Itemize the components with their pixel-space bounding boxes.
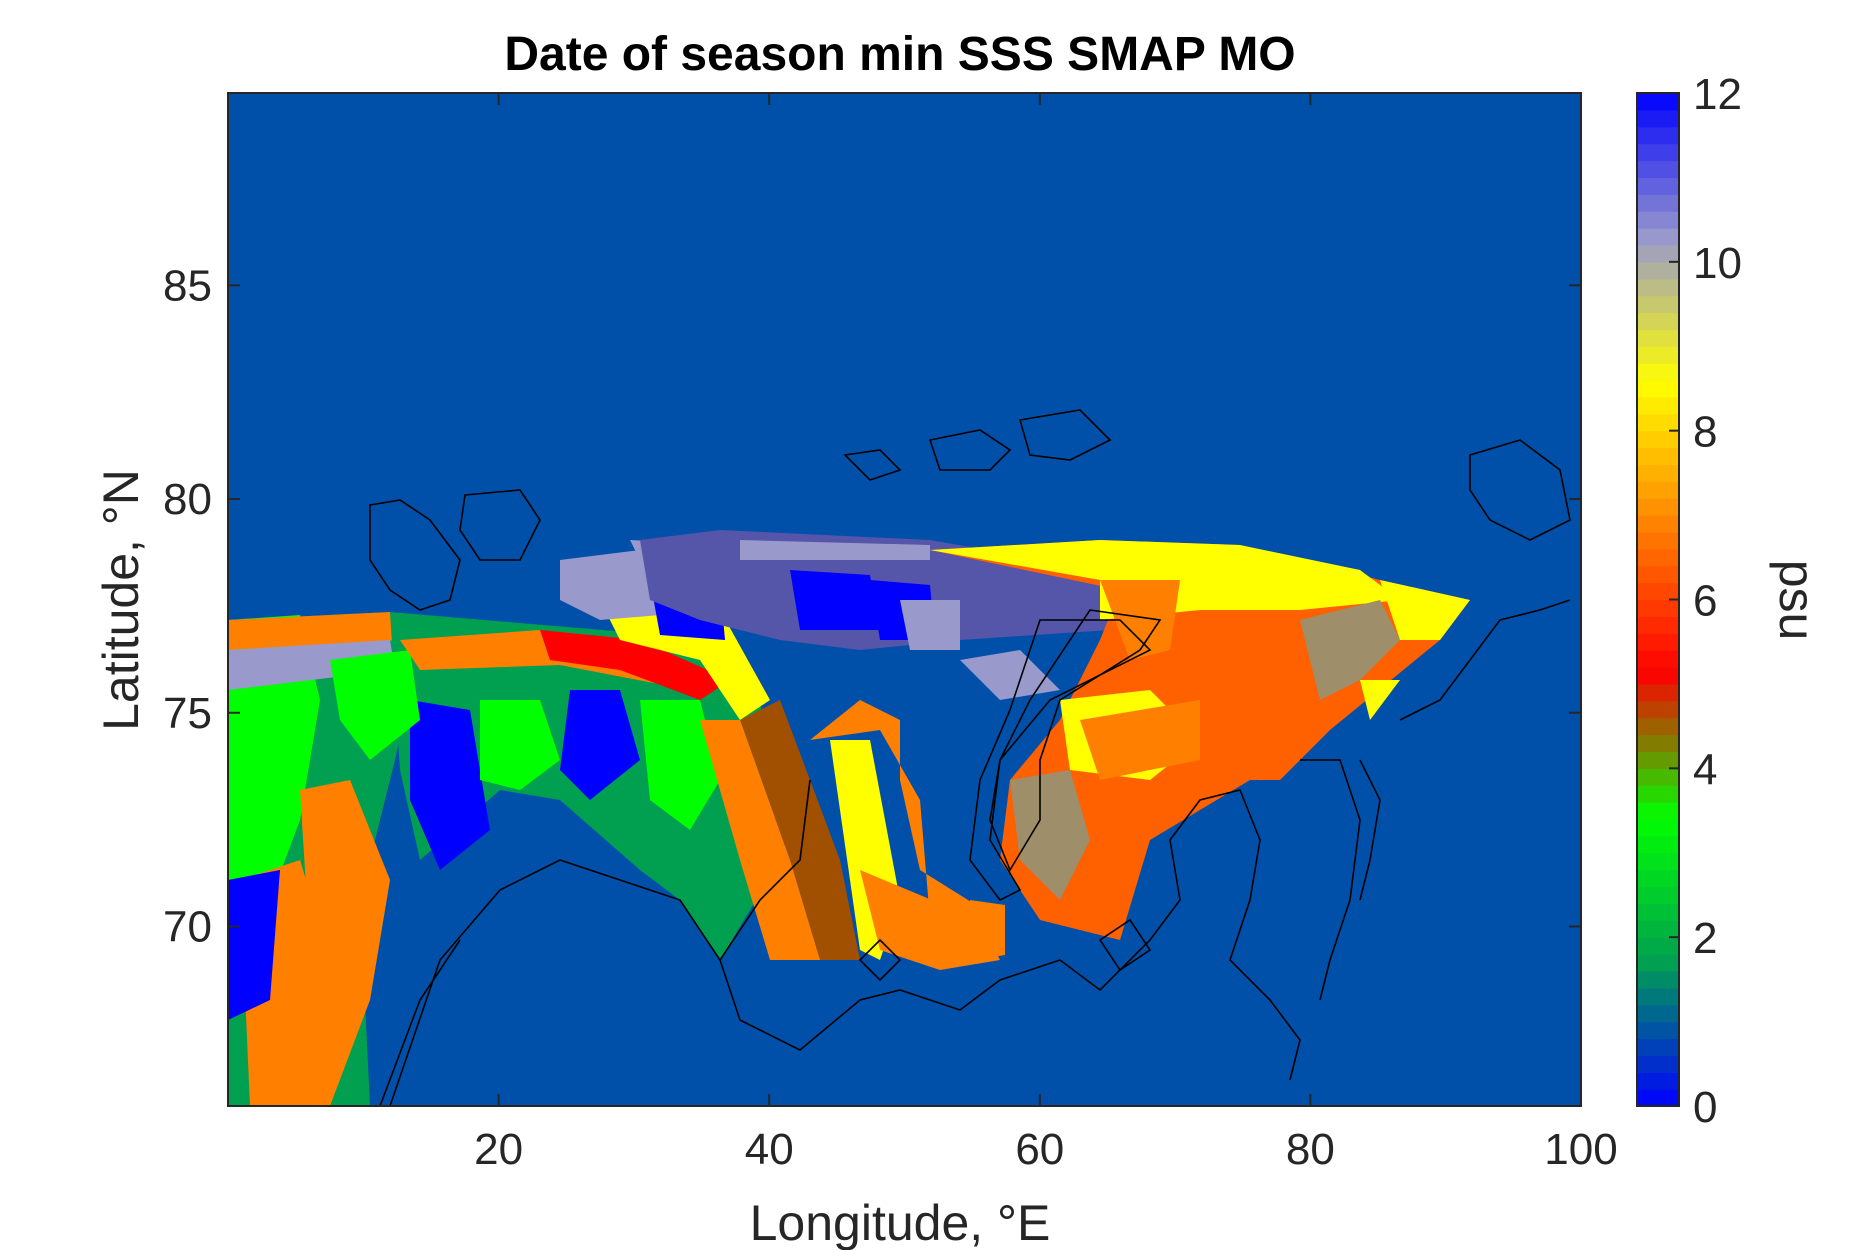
colorbar-cell — [1637, 751, 1679, 769]
colorbar-cell — [1637, 970, 1679, 989]
x-tick-label: 100 — [1544, 1125, 1617, 1174]
colorbar-cell — [1637, 903, 1679, 921]
plot-area: 20 40 60 80 100 70 75 80 85 — [163, 92, 1618, 1174]
y-axis-label: Latitude, °N — [93, 469, 149, 731]
colorbar-tick-label: 12 — [1693, 70, 1742, 119]
coastline-outlines — [369, 409, 1571, 1106]
colorbar-cell — [1637, 312, 1679, 330]
colorbar-cell — [1637, 802, 1679, 820]
x-axis-label: Longitude, °E — [750, 1195, 1051, 1250]
chart-title: Date of season min SSS SMAP MO — [504, 28, 1295, 81]
colorbar-cell — [1637, 954, 1679, 972]
colorbar-cell — [1637, 920, 1679, 938]
colorbar-cell — [1637, 1055, 1679, 1073]
colorbar-cell — [1637, 430, 1679, 449]
colorbar-cell — [1637, 380, 1679, 398]
salinity-field — [228, 530, 1470, 1106]
colorbar-cell — [1637, 1038, 1679, 1056]
colorbar-cell — [1637, 599, 1679, 617]
x-tick-label: 80 — [1286, 1125, 1335, 1174]
colorbar-cell — [1637, 700, 1679, 719]
colorbar-cell — [1637, 363, 1679, 381]
colorbar-cell — [1637, 633, 1679, 651]
colorbar-cell — [1637, 498, 1679, 516]
x-axis-ticks: 20 40 60 80 100 — [474, 93, 1618, 1174]
colorbar-cell — [1637, 211, 1679, 229]
y-tick-label: 75 — [163, 689, 212, 738]
colorbar-cell — [1637, 244, 1679, 263]
colorbar-cell — [1637, 515, 1679, 533]
colorbar-tick-label: 8 — [1693, 408, 1717, 457]
y-tick-label: 85 — [163, 261, 212, 310]
colorbar: 0 2 4 6 8 10 12 psu — [1636, 70, 1825, 1132]
colorbar-cell — [1637, 869, 1679, 888]
colorbar-cell — [1637, 278, 1679, 297]
colorbar-cell — [1637, 261, 1679, 280]
colorbar-ticks: 0 2 4 6 8 10 12 — [1669, 70, 1742, 1132]
colorbar-cell — [1637, 1089, 1679, 1107]
colorbar-cell — [1637, 987, 1679, 1006]
colorbar-cell — [1637, 295, 1679, 314]
x-tick-label: 20 — [474, 1125, 523, 1174]
axes-frame — [227, 92, 1582, 1107]
colorbar-cell — [1637, 194, 1679, 212]
colorbar-cell — [1637, 852, 1679, 871]
colorbar-cell — [1637, 582, 1679, 601]
colorbar-cell — [1637, 548, 1679, 567]
colorbar-cell — [1637, 683, 1679, 702]
colorbar-cell — [1637, 886, 1679, 904]
colorbar-cell — [1637, 937, 1679, 955]
colorbar-cell — [1637, 650, 1679, 668]
colorbar-cell — [1637, 346, 1679, 364]
colorbar-cell — [1637, 768, 1679, 786]
colorbar-cell — [1637, 531, 1679, 550]
colorbar-cell — [1637, 396, 1679, 415]
y-tick-label: 70 — [163, 902, 212, 951]
colorbar-label: psu — [1769, 560, 1825, 641]
colorbar-cells — [1637, 93, 1679, 1107]
colorbar-cell — [1637, 1021, 1679, 1040]
colorbar-tick-label: 2 — [1693, 914, 1717, 963]
colorbar-cell — [1637, 329, 1679, 347]
colorbar-cell — [1637, 93, 1679, 111]
colorbar-tick-label: 6 — [1693, 577, 1717, 626]
colorbar-cell — [1637, 109, 1679, 128]
colorbar-cell — [1637, 1004, 1679, 1023]
colorbar-cell — [1637, 447, 1679, 466]
colorbar-cell — [1637, 177, 1679, 195]
colorbar-cell — [1637, 481, 1679, 499]
colorbar-cell — [1637, 565, 1679, 584]
colorbar-cell — [1637, 717, 1679, 736]
colorbar-cell — [1637, 413, 1679, 432]
colorbar-cell — [1637, 667, 1679, 685]
colorbar-tick-label: 4 — [1693, 745, 1717, 794]
colorbar-cell — [1637, 734, 1679, 753]
colorbar-tick-label: 0 — [1693, 1083, 1717, 1132]
x-tick-label: 60 — [1015, 1125, 1064, 1174]
colorbar-cell — [1637, 464, 1679, 482]
colorbar-cell — [1637, 160, 1679, 179]
y-tick-label: 80 — [163, 475, 212, 524]
x-tick-label: 40 — [745, 1125, 794, 1174]
colorbar-tick-label: 10 — [1693, 239, 1742, 288]
colorbar-cell — [1637, 785, 1679, 803]
colorbar-cell — [1637, 126, 1679, 145]
colorbar-cell — [1637, 1072, 1679, 1090]
colorbar-cell — [1637, 818, 1679, 837]
colorbar-cell — [1637, 616, 1679, 634]
y-axis-ticks: 70 75 80 85 — [163, 261, 1581, 951]
colorbar-cell — [1637, 228, 1679, 246]
colorbar-cell — [1637, 143, 1679, 162]
colorbar-cell — [1637, 835, 1679, 854]
